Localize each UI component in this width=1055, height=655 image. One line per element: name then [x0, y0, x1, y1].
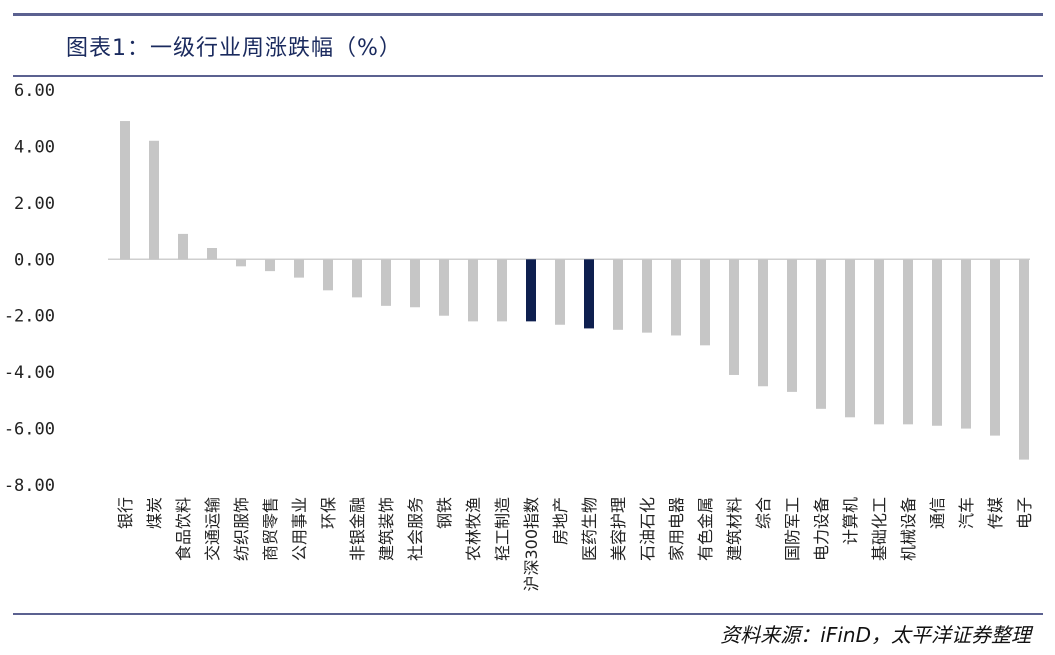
x-tick-label: 计算机	[841, 497, 860, 545]
bar	[961, 259, 971, 429]
bar	[758, 259, 768, 387]
bar	[787, 259, 797, 392]
bar	[1019, 259, 1029, 460]
bar	[990, 259, 1000, 436]
x-tick-label: 石油石化	[638, 497, 657, 561]
bar	[700, 259, 710, 346]
x-tick-label: 社会服务	[406, 497, 425, 561]
x-tick-label: 沪深300指数	[522, 497, 541, 592]
y-tick-label: -6.00	[4, 420, 55, 440]
bar	[265, 259, 275, 272]
bar	[874, 259, 884, 425]
x-tick-label: 有色金属	[696, 497, 715, 561]
title-rule	[13, 75, 1043, 77]
bar	[845, 259, 855, 418]
top-rule	[13, 13, 1043, 16]
chart-title: 图表1：一级行业周涨跌幅（%）	[66, 36, 402, 61]
x-tick-label: 商贸零售	[261, 497, 280, 561]
x-tick-label: 公用事业	[290, 497, 309, 561]
x-tick-label: 机械设备	[899, 497, 918, 561]
bar	[236, 259, 246, 267]
bar	[526, 259, 536, 322]
x-tick-label: 钢铁	[435, 497, 454, 529]
x-tick-label: 非银金融	[348, 497, 367, 561]
bar	[555, 259, 565, 325]
x-tick-label: 交通运输	[203, 497, 222, 561]
bar	[497, 259, 507, 322]
y-tick-label: 2.00	[14, 194, 55, 214]
y-axis: 6.00 4.00 2.00 0.00 -2.00 -4.00 -6.00 -8.00	[4, 81, 55, 496]
bar	[671, 259, 681, 336]
x-tick-label: 农林牧渔	[464, 497, 483, 561]
x-tick-label: 煤炭	[145, 497, 164, 529]
bar	[439, 259, 449, 316]
x-tick-label: 电力设备	[812, 497, 831, 561]
bar	[381, 259, 391, 306]
bar	[323, 259, 333, 291]
x-tick-label: 食品饮料	[174, 497, 193, 561]
x-tick-label: 医药生物	[580, 497, 599, 561]
x-tick-label: 纺织服饰	[232, 497, 251, 561]
bar	[642, 259, 652, 333]
x-tick-label: 国防军工	[783, 497, 802, 561]
bottom-rule	[13, 613, 1043, 615]
x-tick-label: 环保	[319, 497, 338, 529]
x-tick-label: 建筑材料	[725, 497, 744, 561]
x-tick-label: 通信	[928, 497, 947, 529]
y-tick-label: 0.00	[14, 250, 55, 270]
bars-group	[120, 121, 1029, 460]
bar	[294, 259, 304, 278]
x-tick-label: 传媒	[986, 497, 1005, 529]
bar	[903, 259, 913, 425]
bar	[120, 121, 130, 260]
bar	[613, 259, 623, 330]
x-tick-label: 基础化工	[870, 497, 889, 561]
bar	[352, 259, 362, 298]
y-tick-label: 4.00	[14, 137, 55, 157]
x-tick-label: 家用电器	[667, 497, 686, 561]
bar	[584, 259, 594, 329]
x-tick-label: 建筑装饰	[377, 497, 396, 561]
x-tick-label: 汽车	[957, 497, 976, 529]
source-note: 资料来源：iFinD，太平洋证券整理	[720, 623, 1031, 647]
x-tick-label: 电子	[1015, 497, 1034, 529]
y-tick-label: 6.00	[14, 81, 55, 101]
y-tick-label: -4.00	[4, 363, 55, 383]
x-tick-label: 轻工制造	[493, 497, 512, 561]
bar	[207, 248, 217, 260]
x-axis-labels: 银行 煤炭 食品饮料 交通运输 纺织服饰 商贸零售 公用事业 环保 非银金融 建筑装饰 社会服务 钢铁…	[116, 497, 1034, 592]
bar-chart: 6.00 4.00 2.00 0.00 -2.00 -4.00 -6.00 -8.00 银行煤…	[4, 81, 1034, 592]
x-tick-label: 美容护理	[609, 497, 628, 561]
bar	[816, 259, 826, 409]
bar	[149, 140, 159, 260]
bar	[729, 259, 739, 375]
bar	[468, 259, 478, 322]
x-tick-label: 房地产	[551, 497, 570, 545]
x-tick-label: 综合	[754, 497, 773, 529]
bar	[932, 259, 942, 426]
bar	[410, 259, 420, 308]
y-tick-label: -8.00	[4, 476, 55, 496]
x-tick-label: 银行	[116, 497, 135, 529]
y-tick-label: -2.00	[4, 307, 55, 327]
bar	[178, 233, 188, 260]
